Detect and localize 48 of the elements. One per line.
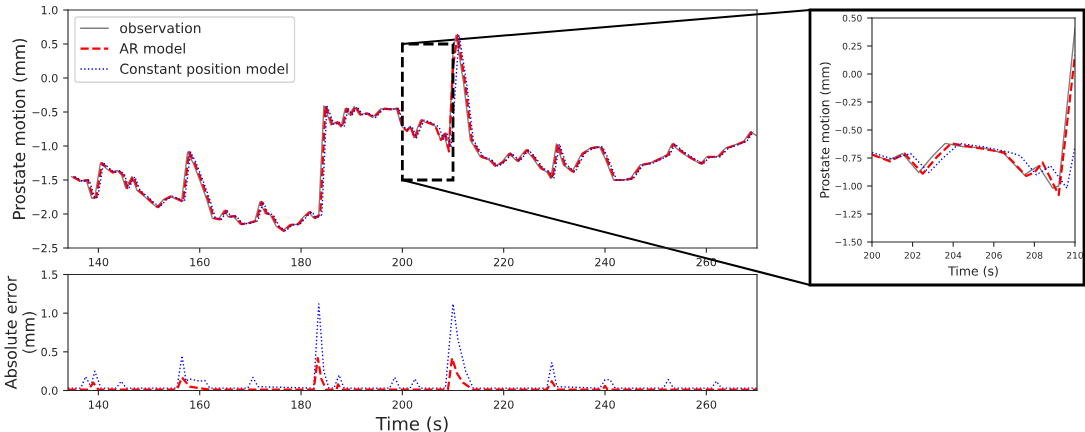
legend-label: Constant position model: [120, 63, 288, 77]
x-tick-label: 180: [291, 257, 311, 267]
x-tick-label: 220: [493, 257, 514, 267]
y-tick-label: −2.5: [32, 243, 58, 253]
x-tick-label: 206: [985, 251, 1002, 259]
y-tick-label: −2.0: [32, 209, 58, 219]
legend-label: observation: [120, 22, 201, 34]
y-tick-label: −0.50: [835, 126, 862, 134]
y-tick-label: 0.0: [41, 73, 58, 83]
x-tick-label: 160: [190, 400, 210, 409]
y-tick-label: −0.25: [835, 98, 862, 106]
x-tick-label: 204: [945, 251, 962, 259]
y-tick-label: −1.5: [32, 176, 58, 185]
y-tick-label: 1.0: [41, 5, 58, 15]
y-tick-label: −0.75: [835, 154, 862, 162]
y-axis-title: Absolute error (mm): [4, 275, 37, 390]
x-tick-label: 208: [1026, 251, 1043, 259]
x-tick-label: 220: [493, 400, 514, 409]
y-tick-label: 1.0: [41, 309, 58, 318]
y-tick-label: 0.25: [842, 42, 862, 50]
x-tick-label: 240: [595, 257, 615, 267]
y-tick-label: −1.0: [32, 141, 58, 151]
x-axis-title: Time (s): [948, 266, 998, 278]
y-tick-label: 0.5: [41, 347, 58, 357]
y-tick-label: −0.5: [32, 107, 58, 117]
x-tick-label: 200: [392, 400, 413, 409]
y-tick-label: 0.5: [41, 39, 58, 49]
y-axis-title: Prostate motion (mm): [819, 62, 831, 198]
x-axis-title: Time (s): [375, 416, 448, 432]
x-tick-label: 160: [190, 257, 210, 267]
x-tick-label: 210: [1067, 251, 1084, 259]
x-tick-label: 240: [595, 400, 615, 409]
legend-label: AR model: [119, 42, 185, 54]
x-tick-label: 200: [864, 251, 881, 259]
x-tick-label: 200: [392, 257, 413, 267]
x-tick-label: 140: [89, 400, 109, 409]
y-tick-label: −1.25: [835, 210, 862, 218]
x-tick-label: 202: [904, 251, 921, 259]
y-tick-label: −1.50: [835, 238, 862, 246]
y-axis-title: Prostate motion (mm): [12, 38, 28, 219]
y-tick-label: 0.0: [41, 386, 58, 395]
x-tick-label: 260: [696, 400, 717, 409]
x-tick-label: 140: [89, 257, 109, 267]
y-tick-label: 0.50: [842, 14, 862, 22]
y-tick-label: −1.00: [835, 182, 862, 190]
y-tick-label: 1.5: [41, 270, 58, 279]
y-tick-label: 0.00: [842, 70, 862, 78]
x-tick-label: 180: [291, 400, 311, 409]
